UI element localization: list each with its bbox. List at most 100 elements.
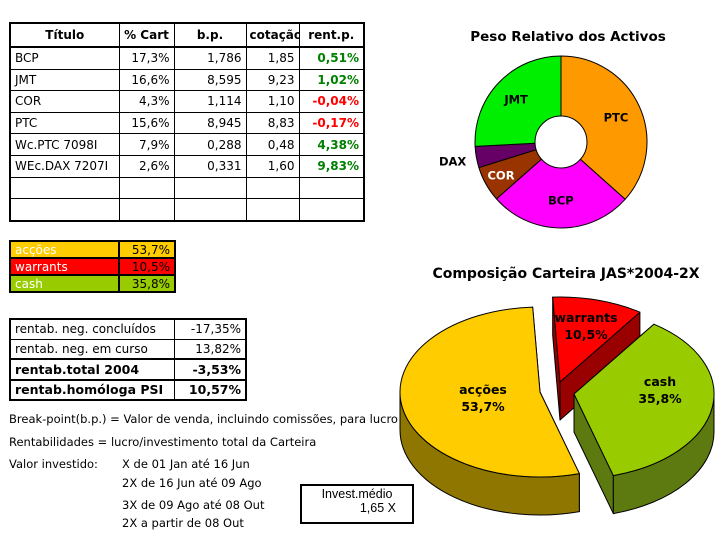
portfolio-row-BCP: BCP 17,3% 1,786 1,85 0,51%	[9, 46, 365, 70]
cell-alloc-label-2[interactable]: cash	[9, 274, 120, 293]
cell-rentp-2[interactable]: -0,04%	[298, 90, 365, 113]
pie3d-slice-acções[interactable]	[399, 306, 580, 478]
cell-cart-0[interactable]: 17,3%	[118, 46, 175, 70]
returns-row-2: rentab.total 2004 -3,53%	[9, 358, 247, 380]
header-rentp[interactable]: rent.p.	[298, 22, 365, 48]
portfolio-row-COR: COR 4,3% 1,114 1,10 -0,04%	[9, 90, 365, 113]
portfolio-row-Wc.PTC 7098I: Wc.PTC 7098I 7,9% 0,288 0,48 4,38%	[9, 133, 365, 156]
cell-cotacao-5[interactable]: 1,60	[245, 154, 300, 178]
cell-rentp-6[interactable]	[298, 176, 365, 200]
cell-returns-value-2[interactable]: -3,53%	[173, 358, 247, 380]
cell-bp-6[interactable]	[173, 176, 247, 200]
cell-returns-label-0[interactable]: rentab. neg. concluídos	[9, 318, 175, 340]
donut-slice-BCP[interactable]	[495, 141, 626, 229]
cell-alloc-value-2[interactable]: 35,8%	[118, 274, 176, 293]
cell-cotacao-2[interactable]: 1,10	[245, 90, 300, 113]
pie3d-chart-composicao-carteira[interactable]: Composição Carteira JAS*2004-2X warrants 1…	[390, 258, 727, 534]
cell-returns-value-3[interactable]: 10,57%	[173, 378, 247, 401]
pie3d-label-acções: acções 53,7%	[459, 382, 507, 414]
cell-bp-0[interactable]: 1,786	[173, 46, 247, 70]
cell-bp-7[interactable]	[173, 198, 247, 222]
cell-rentp-3[interactable]: -0,17%	[298, 111, 365, 135]
note-period-1: X de 01 Jan até 16 Jun	[122, 457, 250, 471]
returns-table: rentab. neg. concluídos -17,35% rentab. ne…	[9, 318, 247, 401]
note-period-2: 2X de 16 Jun até 09 Ago	[122, 476, 262, 490]
cell-titulo-7[interactable]	[9, 198, 120, 222]
cell-returns-value-1[interactable]: 13,82%	[173, 338, 247, 360]
note-rentabilidades: Rentabilidades = lucro/investimento tota…	[9, 435, 317, 449]
portfolio-row-WEc.DAX 7207I: WEc.DAX 7207I 2,6% 0,331 1,60 9,83%	[9, 154, 365, 178]
allocation-table: acções 53,7% warrants 10,5% cash 35,8%	[9, 240, 176, 293]
cell-titulo-4[interactable]: Wc.PTC 7098I	[9, 133, 120, 156]
cell-cart-1[interactable]: 16,6%	[118, 68, 175, 92]
cell-titulo-6[interactable]	[9, 176, 120, 200]
donut-label-JMT: JMT	[503, 92, 528, 106]
portfolio-header-row: Título % Cart b.p. cotação rent.p.	[9, 22, 365, 48]
donut-slice-PTC[interactable]	[560, 55, 648, 200]
pie3d-chart-title: Composição Carteira JAS*2004-2X	[432, 266, 699, 282]
donut-slice-JMT[interactable]	[474, 55, 562, 147]
cell-cart-5[interactable]: 2,6%	[118, 154, 175, 178]
cell-returns-label-2[interactable]: rentab.total 2004	[9, 358, 175, 380]
cell-bp-4[interactable]: 0,288	[173, 133, 247, 156]
cell-bp-2[interactable]: 1,114	[173, 90, 247, 113]
cell-titulo-2[interactable]: COR	[9, 90, 120, 113]
cell-rentp-7[interactable]	[298, 198, 365, 222]
pie3d-slice-cash[interactable]	[573, 323, 715, 477]
pie3d-label-cash: cash 35,8%	[638, 374, 682, 406]
cell-cotacao-6[interactable]	[245, 176, 300, 200]
cell-titulo-5[interactable]: WEc.DAX 7207I	[9, 154, 120, 178]
cell-rentp-4[interactable]: 4,38%	[298, 133, 365, 156]
portfolio-table: Título % Cart b.p. cotação rent.p. BCP 17…	[9, 22, 365, 222]
cell-titulo-0[interactable]: BCP	[9, 46, 120, 70]
note-breakpoint: Break-point(b.p.) = Valor de venda, incl…	[9, 412, 430, 426]
cell-rentp-5[interactable]: 9,83%	[298, 154, 365, 178]
portfolio-row-JMT: JMT 16,6% 8,595 9,23 1,02%	[9, 68, 365, 92]
note-period-4: 2X a partir de 08 Out	[122, 516, 244, 530]
allocation-row-acções: acções 53,7%	[9, 240, 176, 259]
cell-cotacao-4[interactable]: 0,48	[245, 133, 300, 156]
header-titulo[interactable]: Título	[9, 22, 120, 48]
cell-cart-4[interactable]: 7,9%	[118, 133, 175, 156]
portfolio-row-empty-6	[9, 176, 365, 200]
cell-cart-6[interactable]	[118, 176, 175, 200]
cell-alloc-value-1[interactable]: 10,5%	[118, 257, 176, 276]
cell-returns-label-3[interactable]: rentab.homóloga PSI	[9, 378, 175, 401]
cell-bp-1[interactable]: 8,595	[173, 68, 247, 92]
allocation-row-cash: cash 35,8%	[9, 274, 176, 293]
cell-cotacao-0[interactable]: 1,85	[245, 46, 300, 70]
header-cart[interactable]: % Cart	[118, 22, 175, 48]
cell-alloc-label-0[interactable]: acções	[9, 240, 120, 259]
cell-cotacao-7[interactable]	[245, 198, 300, 222]
header-cotacao[interactable]: cotação	[245, 22, 300, 48]
cell-bp-5[interactable]: 0,331	[173, 154, 247, 178]
donut-chart-peso-relativo[interactable]: Peso Relativo dos Activos PTC BCP COR DAX JMT	[420, 20, 720, 235]
invest-average-label: Invest.médio	[321, 487, 393, 501]
cell-cart-3[interactable]: 15,6%	[118, 111, 175, 135]
cell-cotacao-3[interactable]: 8,83	[245, 111, 300, 135]
returns-row-1: rentab. neg. em curso 13,82%	[9, 338, 247, 360]
cell-alloc-value-0[interactable]: 53,7%	[118, 240, 176, 259]
donut-label-DAX: DAX	[439, 154, 466, 168]
donut-label-BCP: BCP	[548, 193, 574, 207]
returns-row-3: rentab.homóloga PSI 10,57%	[9, 378, 247, 401]
portfolio-row-empty-7	[9, 198, 365, 222]
cell-alloc-label-1[interactable]: warrants	[9, 257, 120, 276]
cell-bp-3[interactable]: 8,945	[173, 111, 247, 135]
donut-label-COR: COR	[487, 169, 514, 183]
invest-average-value: 1,65 X	[359, 501, 396, 515]
cell-cart-2[interactable]: 4,3%	[118, 90, 175, 113]
cell-rentp-0[interactable]: 0,51%	[298, 46, 365, 70]
note-period-3: 3X de 09 Ago até 08 Out	[122, 498, 265, 512]
cell-titulo-3[interactable]: PTC	[9, 111, 120, 135]
pie3d-slice-warrants[interactable]	[552, 296, 641, 383]
cell-returns-label-1[interactable]: rentab. neg. em curso	[9, 338, 175, 360]
cell-rentp-1[interactable]: 1,02%	[298, 68, 365, 92]
cell-cart-7[interactable]	[118, 198, 175, 222]
donut-label-PTC: PTC	[604, 110, 629, 124]
cell-cotacao-1[interactable]: 9,23	[245, 68, 300, 92]
cell-returns-value-0[interactable]: -17,35%	[173, 318, 247, 340]
header-bp[interactable]: b.p.	[173, 22, 247, 48]
cell-titulo-1[interactable]: JMT	[9, 68, 120, 92]
